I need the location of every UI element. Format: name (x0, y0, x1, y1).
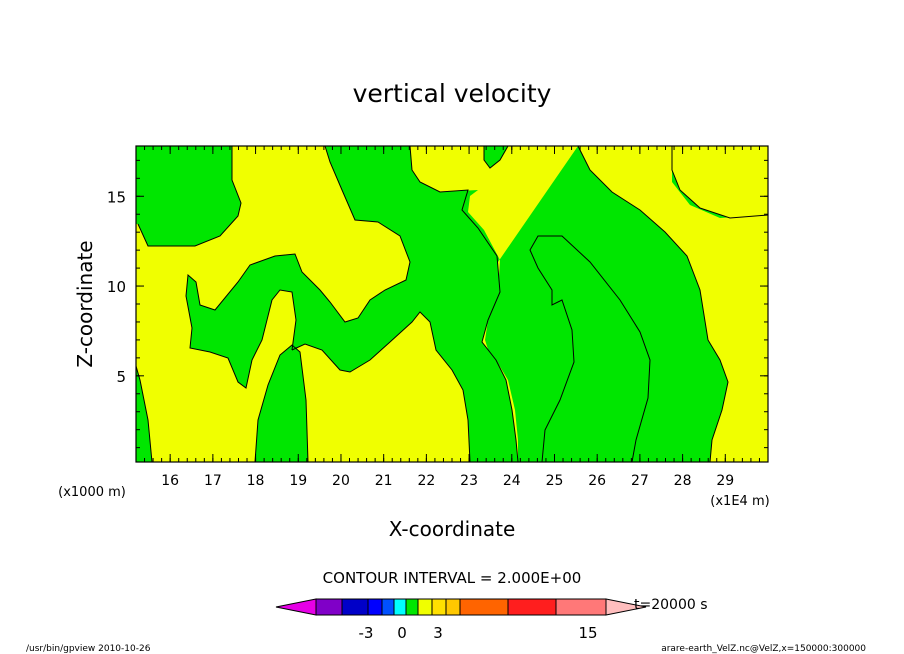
green-region-top-sliver (484, 146, 508, 168)
x-tick-label: 29 (716, 473, 734, 489)
x-tick-label: 21 (375, 473, 393, 489)
colorbar-segment (445, 598, 461, 616)
green-region-lower-left (255, 345, 308, 462)
axis-ticks (135, 146, 769, 462)
green-region-top-left (136, 146, 241, 246)
green-region-left-edge (136, 366, 152, 462)
x-tick-label: 24 (503, 473, 521, 489)
colorbar: -3 0 3 15 (275, 598, 647, 642)
x-unit-label: (x1E4 m) (710, 494, 769, 509)
y-tick-label: 10 (107, 278, 126, 296)
x-tick-label: 22 (417, 473, 435, 489)
x-tick-label: 20 (332, 473, 350, 489)
colorbar-segment (555, 598, 607, 616)
x-tick-label: 23 (460, 473, 478, 489)
y-axis-label: Z-coordinate (73, 240, 97, 367)
yellow-region-top-right-corner (672, 146, 768, 218)
colorbar-segment (315, 598, 343, 616)
colorbar-segment (405, 598, 419, 616)
y-tick-label: 15 (107, 188, 126, 206)
colorbar-low-arrow (275, 598, 317, 616)
colorbar-label: 0 (397, 624, 407, 642)
colorbar-segment (381, 598, 395, 616)
chart-title: vertical velocity (353, 79, 552, 108)
x-tick-label: 17 (204, 473, 222, 489)
x-tick-label: 27 (631, 473, 649, 489)
y-tick-labels: 5 10 15 (107, 188, 126, 386)
green-region-center (186, 146, 518, 462)
colorbar-segment (393, 598, 407, 616)
x-tick-label: 28 (674, 473, 692, 489)
colorbar-label: 15 (578, 624, 597, 642)
footer-right: arare-earth_VelZ.nc@VelZ,x=150000:300000 (661, 644, 866, 654)
contour-interval-label: CONTOUR INTERVAL = 2.000E+00 (323, 569, 582, 587)
colorbar-segment (341, 598, 369, 616)
y-unit-label: (x1000 m) (58, 485, 126, 500)
x-tick-label: 16 (161, 473, 179, 489)
time-label: t=20000 s (634, 597, 708, 613)
colorbar-segment (459, 598, 509, 616)
x-tick-label: 25 (546, 473, 564, 489)
x-tick-label: 26 (588, 473, 606, 489)
x-axis-label: X-coordinate (389, 517, 516, 541)
colorbar-segment (417, 598, 433, 616)
colorbar-label: -3 (359, 624, 374, 642)
colorbar-segment (367, 598, 383, 616)
x-tick-labels: 16 17 18 19 20 21 22 23 24 25 26 27 28 29 (161, 473, 734, 489)
green-region-right-column (530, 236, 650, 462)
plot-area (135, 145, 769, 463)
footer-left: /usr/bin/gpview 2010-10-26 (26, 644, 151, 654)
colorbar-segment (431, 598, 447, 616)
contour-lines (135, 145, 769, 463)
y-tick-label: 5 (116, 368, 126, 386)
x-tick-label: 18 (247, 473, 265, 489)
x-tick-label: 19 (289, 473, 307, 489)
colorbar-segment (507, 598, 557, 616)
colorbar-high-arrow (605, 598, 647, 616)
colorbar-label: 3 (433, 624, 443, 642)
